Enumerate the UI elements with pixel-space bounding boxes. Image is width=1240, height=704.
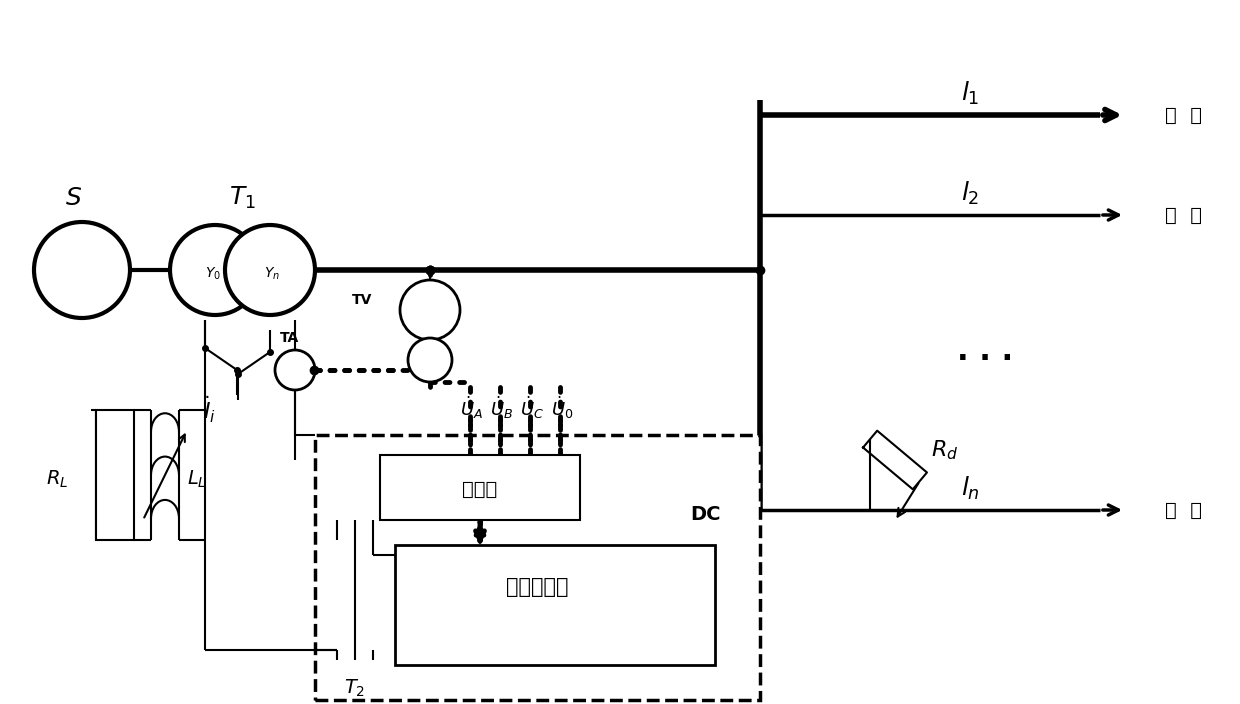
Text: TV: TV	[352, 293, 372, 307]
Text: 有源逆变器: 有源逆变器	[506, 577, 568, 597]
Circle shape	[408, 338, 453, 382]
Text: 负  荷: 负 荷	[1166, 206, 1202, 225]
Text: $L_L$: $L_L$	[187, 468, 207, 490]
Text: $\dot{U}_B$: $\dot{U}_B$	[490, 395, 513, 421]
Circle shape	[170, 225, 260, 315]
Text: TA: TA	[280, 331, 300, 345]
Text: $l_1$: $l_1$	[961, 80, 980, 106]
Text: $R_L$: $R_L$	[46, 468, 68, 490]
Text: 负  荷: 负 荷	[1166, 106, 1202, 125]
Circle shape	[275, 350, 315, 390]
Text: $\dot{U}_0$: $\dot{U}_0$	[551, 395, 573, 421]
Text: $l_n$: $l_n$	[961, 474, 980, 501]
Text: DC: DC	[689, 505, 720, 524]
Text: $\dot{I}_i$: $\dot{I}_i$	[203, 395, 217, 425]
Text: $\dot{U}_A$: $\dot{U}_A$	[460, 395, 484, 421]
Text: · · ·: · · ·	[957, 346, 1013, 375]
Text: 负  荷: 负 荷	[1166, 501, 1202, 520]
Bar	[315, 435, 760, 700]
Text: $T_2$: $T_2$	[345, 677, 366, 698]
Text: $l_2$: $l_2$	[961, 180, 980, 206]
Circle shape	[401, 280, 460, 340]
Text: $Y_n$: $Y_n$	[264, 266, 280, 282]
Bar	[379, 455, 580, 520]
Text: $S$: $S$	[66, 186, 83, 210]
Text: $Y_0$: $Y_0$	[205, 266, 221, 282]
Bar	[396, 545, 715, 665]
Bar	[95, 410, 134, 540]
Text: $T_1$: $T_1$	[228, 185, 255, 211]
Circle shape	[33, 222, 130, 318]
Circle shape	[224, 225, 315, 315]
Text: $\dot{U}_C$: $\dot{U}_C$	[520, 395, 544, 421]
Text: $R_d$: $R_d$	[931, 438, 959, 462]
Text: 控制器: 控制器	[463, 479, 497, 498]
